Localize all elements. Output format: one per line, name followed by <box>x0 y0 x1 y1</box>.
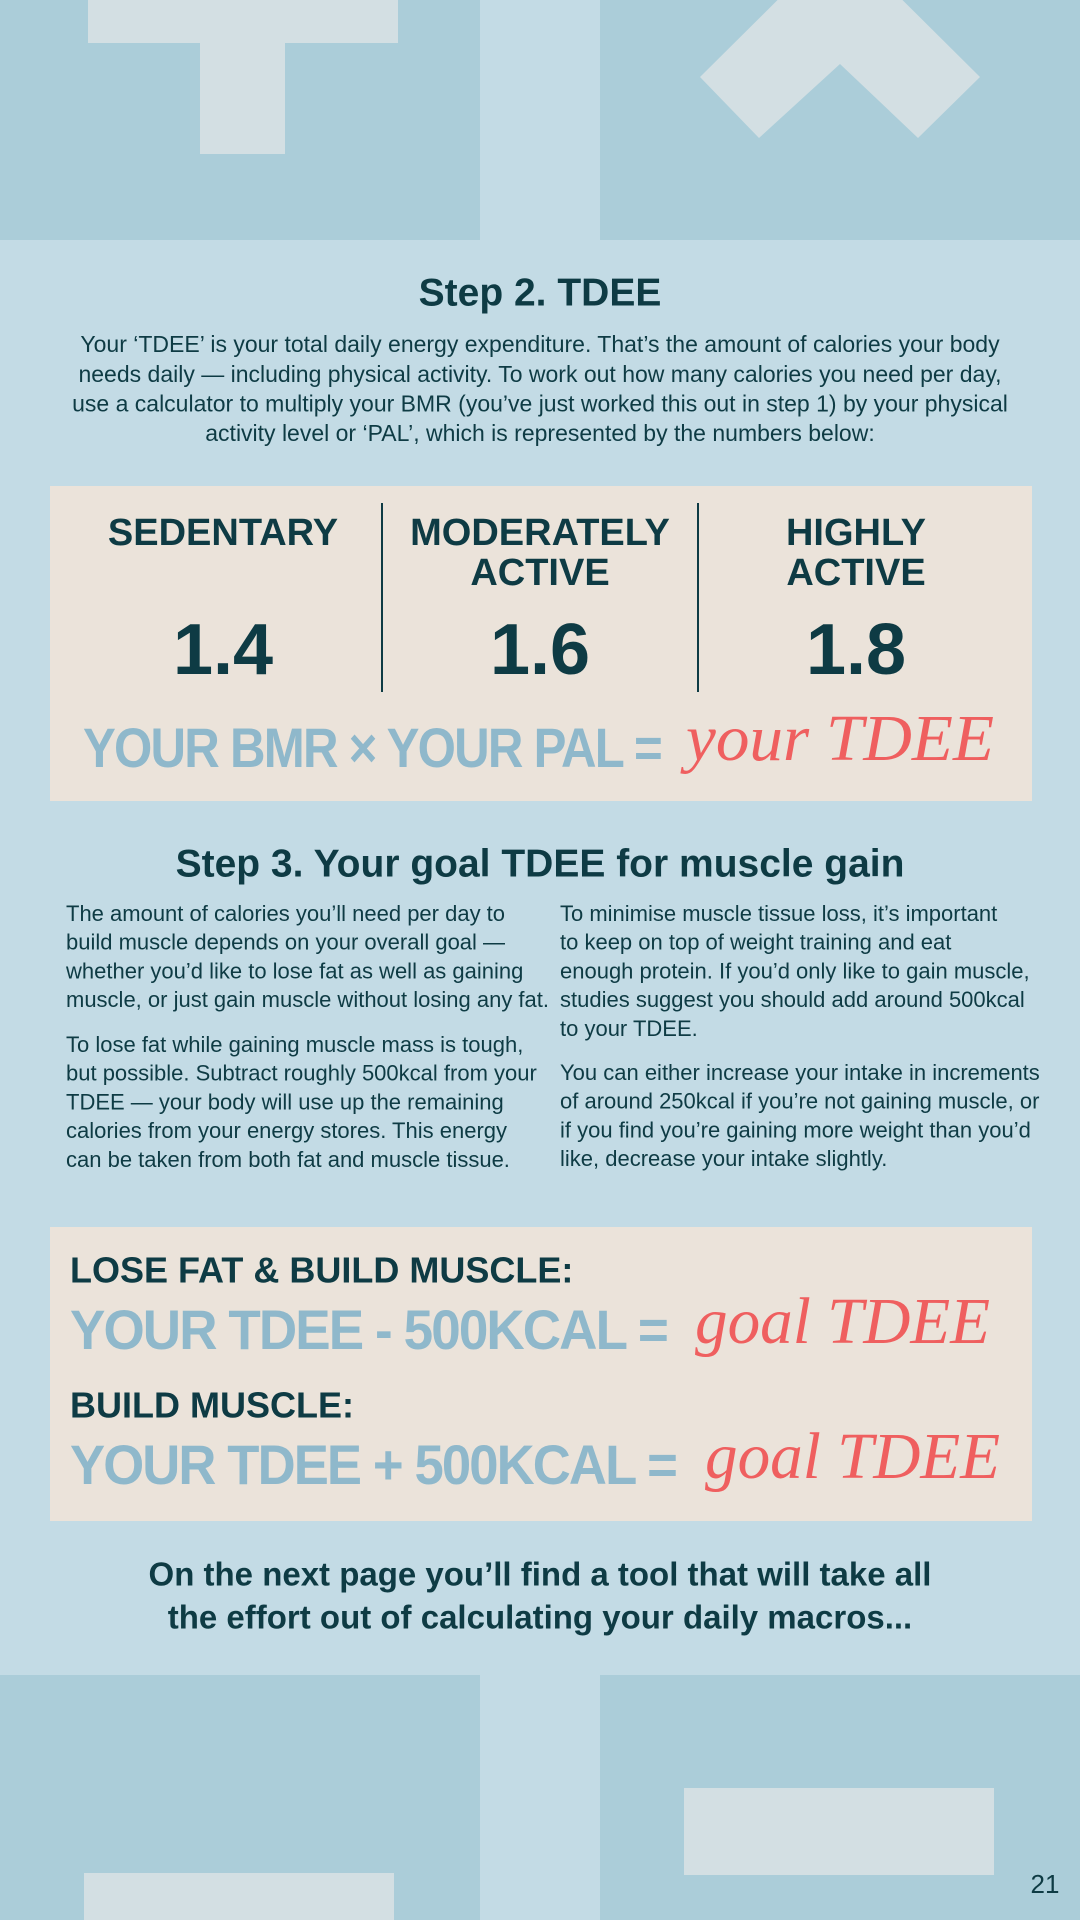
body-line: You can either increase your intake in i… <box>560 1060 1040 1085</box>
body-line: The amount of calories you’ll need per d… <box>66 901 505 926</box>
paragraph-line: use a calculator to multiply your BMR (y… <box>72 390 1008 416</box>
body-line: studies suggest you should add around 50… <box>560 987 1025 1012</box>
body-line: whether you’d like to lose fat as well a… <box>65 958 523 983</box>
pal-value: 1.8 <box>806 610 906 690</box>
decor <box>200 43 285 154</box>
body-line: if you find you’re gaining more weight t… <box>560 1117 1031 1142</box>
paragraph-line: Your ‘TDEE’ is your total daily energy e… <box>80 331 1000 357</box>
goal-result: goal TDEE <box>705 1420 1000 1493</box>
decor <box>84 1873 394 1920</box>
body-line: enough protein. If you’d only like to ga… <box>560 958 1030 983</box>
pal-value: 1.6 <box>490 610 590 690</box>
decor <box>700 0 980 138</box>
goal-heading: BUILD MUSCLE: <box>70 1385 354 1426</box>
pal-label: SEDENTARY <box>108 512 338 554</box>
pal-value: 1.4 <box>173 610 273 690</box>
result: your TDEE <box>680 702 994 775</box>
pal-label: ACTIVE <box>786 552 925 594</box>
pal-label: ACTIVE <box>470 552 609 594</box>
body-line: calories from your energy stores. This e… <box>66 1118 507 1143</box>
body-line: To minimise muscle tissue loss, it’s imp… <box>560 901 997 926</box>
goal-heading: LOSE FAT & BUILD MUSCLE: <box>70 1250 573 1291</box>
goal-result: goal TDEE <box>695 1285 990 1358</box>
formula: YOUR BMR × YOUR PAL = <box>83 716 661 779</box>
decor <box>684 1788 994 1875</box>
body-line: but possible. Subtract roughly 500kcal f… <box>66 1061 537 1086</box>
step2-title: Step 2. TDEE <box>419 271 662 314</box>
decor <box>88 0 398 43</box>
step3-title: Step 3. Your goal TDEE for muscle gain <box>176 842 905 885</box>
body-line: build muscle depends on your overall goa… <box>66 930 505 955</box>
body-line: can be taken from both fat and muscle ti… <box>66 1147 510 1172</box>
goal-box <box>50 1227 1032 1521</box>
goal-formula: YOUR TDEE - 500KCAL = <box>70 1298 667 1361</box>
closing-line: On the next page you’ll find a tool that… <box>149 1556 932 1593</box>
pal-label: HIGHLY <box>786 512 926 554</box>
pal-box <box>50 486 1032 801</box>
body-line: to keep on top of weight training and ea… <box>560 930 951 955</box>
body-line: to your TDEE. <box>560 1016 698 1041</box>
body-line: like, decrease your intake slightly. <box>560 1146 887 1171</box>
body-line: TDEE — your body will use up the remaini… <box>66 1089 504 1114</box>
paragraph-line: needs daily — including physical activit… <box>78 361 1001 387</box>
goal-formula: YOUR TDEE + 500KCAL = <box>70 1433 676 1496</box>
body-line: To lose fat while gaining muscle mass is… <box>66 1032 523 1057</box>
pal-label: MODERATELY <box>410 512 670 554</box>
closing-line: the effort out of calculating your daily… <box>168 1599 912 1636</box>
page-number: 21 <box>1031 1869 1060 1899</box>
paragraph-line: activity level or ‘PAL’, which is repres… <box>205 420 874 446</box>
body-line: muscle, or just gain muscle without losi… <box>66 987 549 1012</box>
body-line: of around 250kcal if you’re not gaining … <box>560 1089 1039 1114</box>
